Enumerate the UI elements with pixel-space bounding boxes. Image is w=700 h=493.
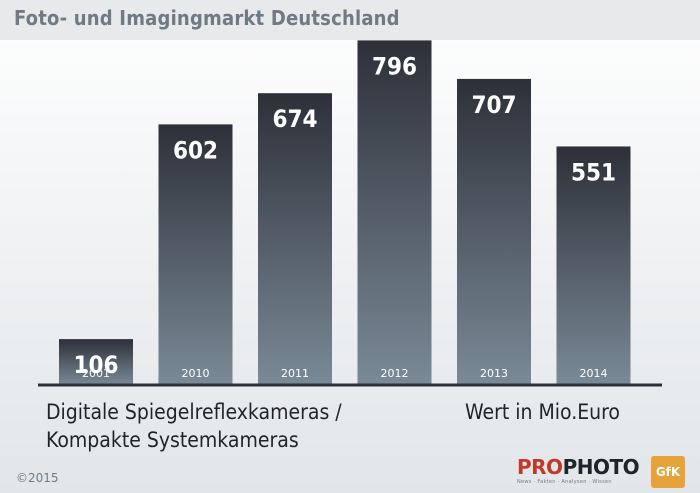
caption-left-line2: Kompakte Systemkameras xyxy=(46,428,299,452)
bar-2010 xyxy=(158,124,233,385)
bar-2001 xyxy=(59,339,133,385)
bar-2012 xyxy=(357,40,432,385)
value-label-2014: 551 xyxy=(571,158,616,186)
category-label-2010: 2010 xyxy=(182,367,210,380)
category-label-2013: 2013 xyxy=(480,367,508,380)
value-label-2013: 707 xyxy=(471,91,516,119)
bar-2014 xyxy=(556,146,631,385)
title-band xyxy=(0,0,700,40)
bar-2013 xyxy=(457,78,531,386)
value-label-2011: 674 xyxy=(272,105,317,133)
value-label-2010: 602 xyxy=(173,136,218,164)
bar-2011 xyxy=(258,93,332,386)
category-label-2014: 2014 xyxy=(580,367,608,380)
category-label-2001: 2001 xyxy=(82,367,110,380)
copyright-text: ©2015 xyxy=(16,471,59,485)
gfk-logo: GfK xyxy=(651,456,685,488)
logo-pro-text: PRO xyxy=(517,455,563,479)
logo-photo-text: PHOTO xyxy=(562,455,640,479)
prophoto-tagline: News · Fakten · Analysen · Wissen xyxy=(517,479,612,485)
caption-left-line1: Digitale Spiegelreflexkameras / xyxy=(46,400,342,424)
category-label-2011: 2011 xyxy=(281,367,309,380)
value-label-2001: 106 xyxy=(73,351,118,379)
prophoto-wordmark: PROPHOTO xyxy=(517,455,640,479)
page-title: Foto- und Imagingmarkt Deutschland xyxy=(14,6,400,30)
caption-right: Wert in Mio.Euro xyxy=(465,400,620,424)
prophoto-logo: PROPHOTO News · Fakten · Analysen · Wiss… xyxy=(517,455,640,490)
caption-left: Digitale Spiegelreflexkameras / Kompakte… xyxy=(46,398,342,454)
category-label-2012: 2012 xyxy=(381,367,409,380)
value-label-2012: 796 xyxy=(372,52,417,80)
